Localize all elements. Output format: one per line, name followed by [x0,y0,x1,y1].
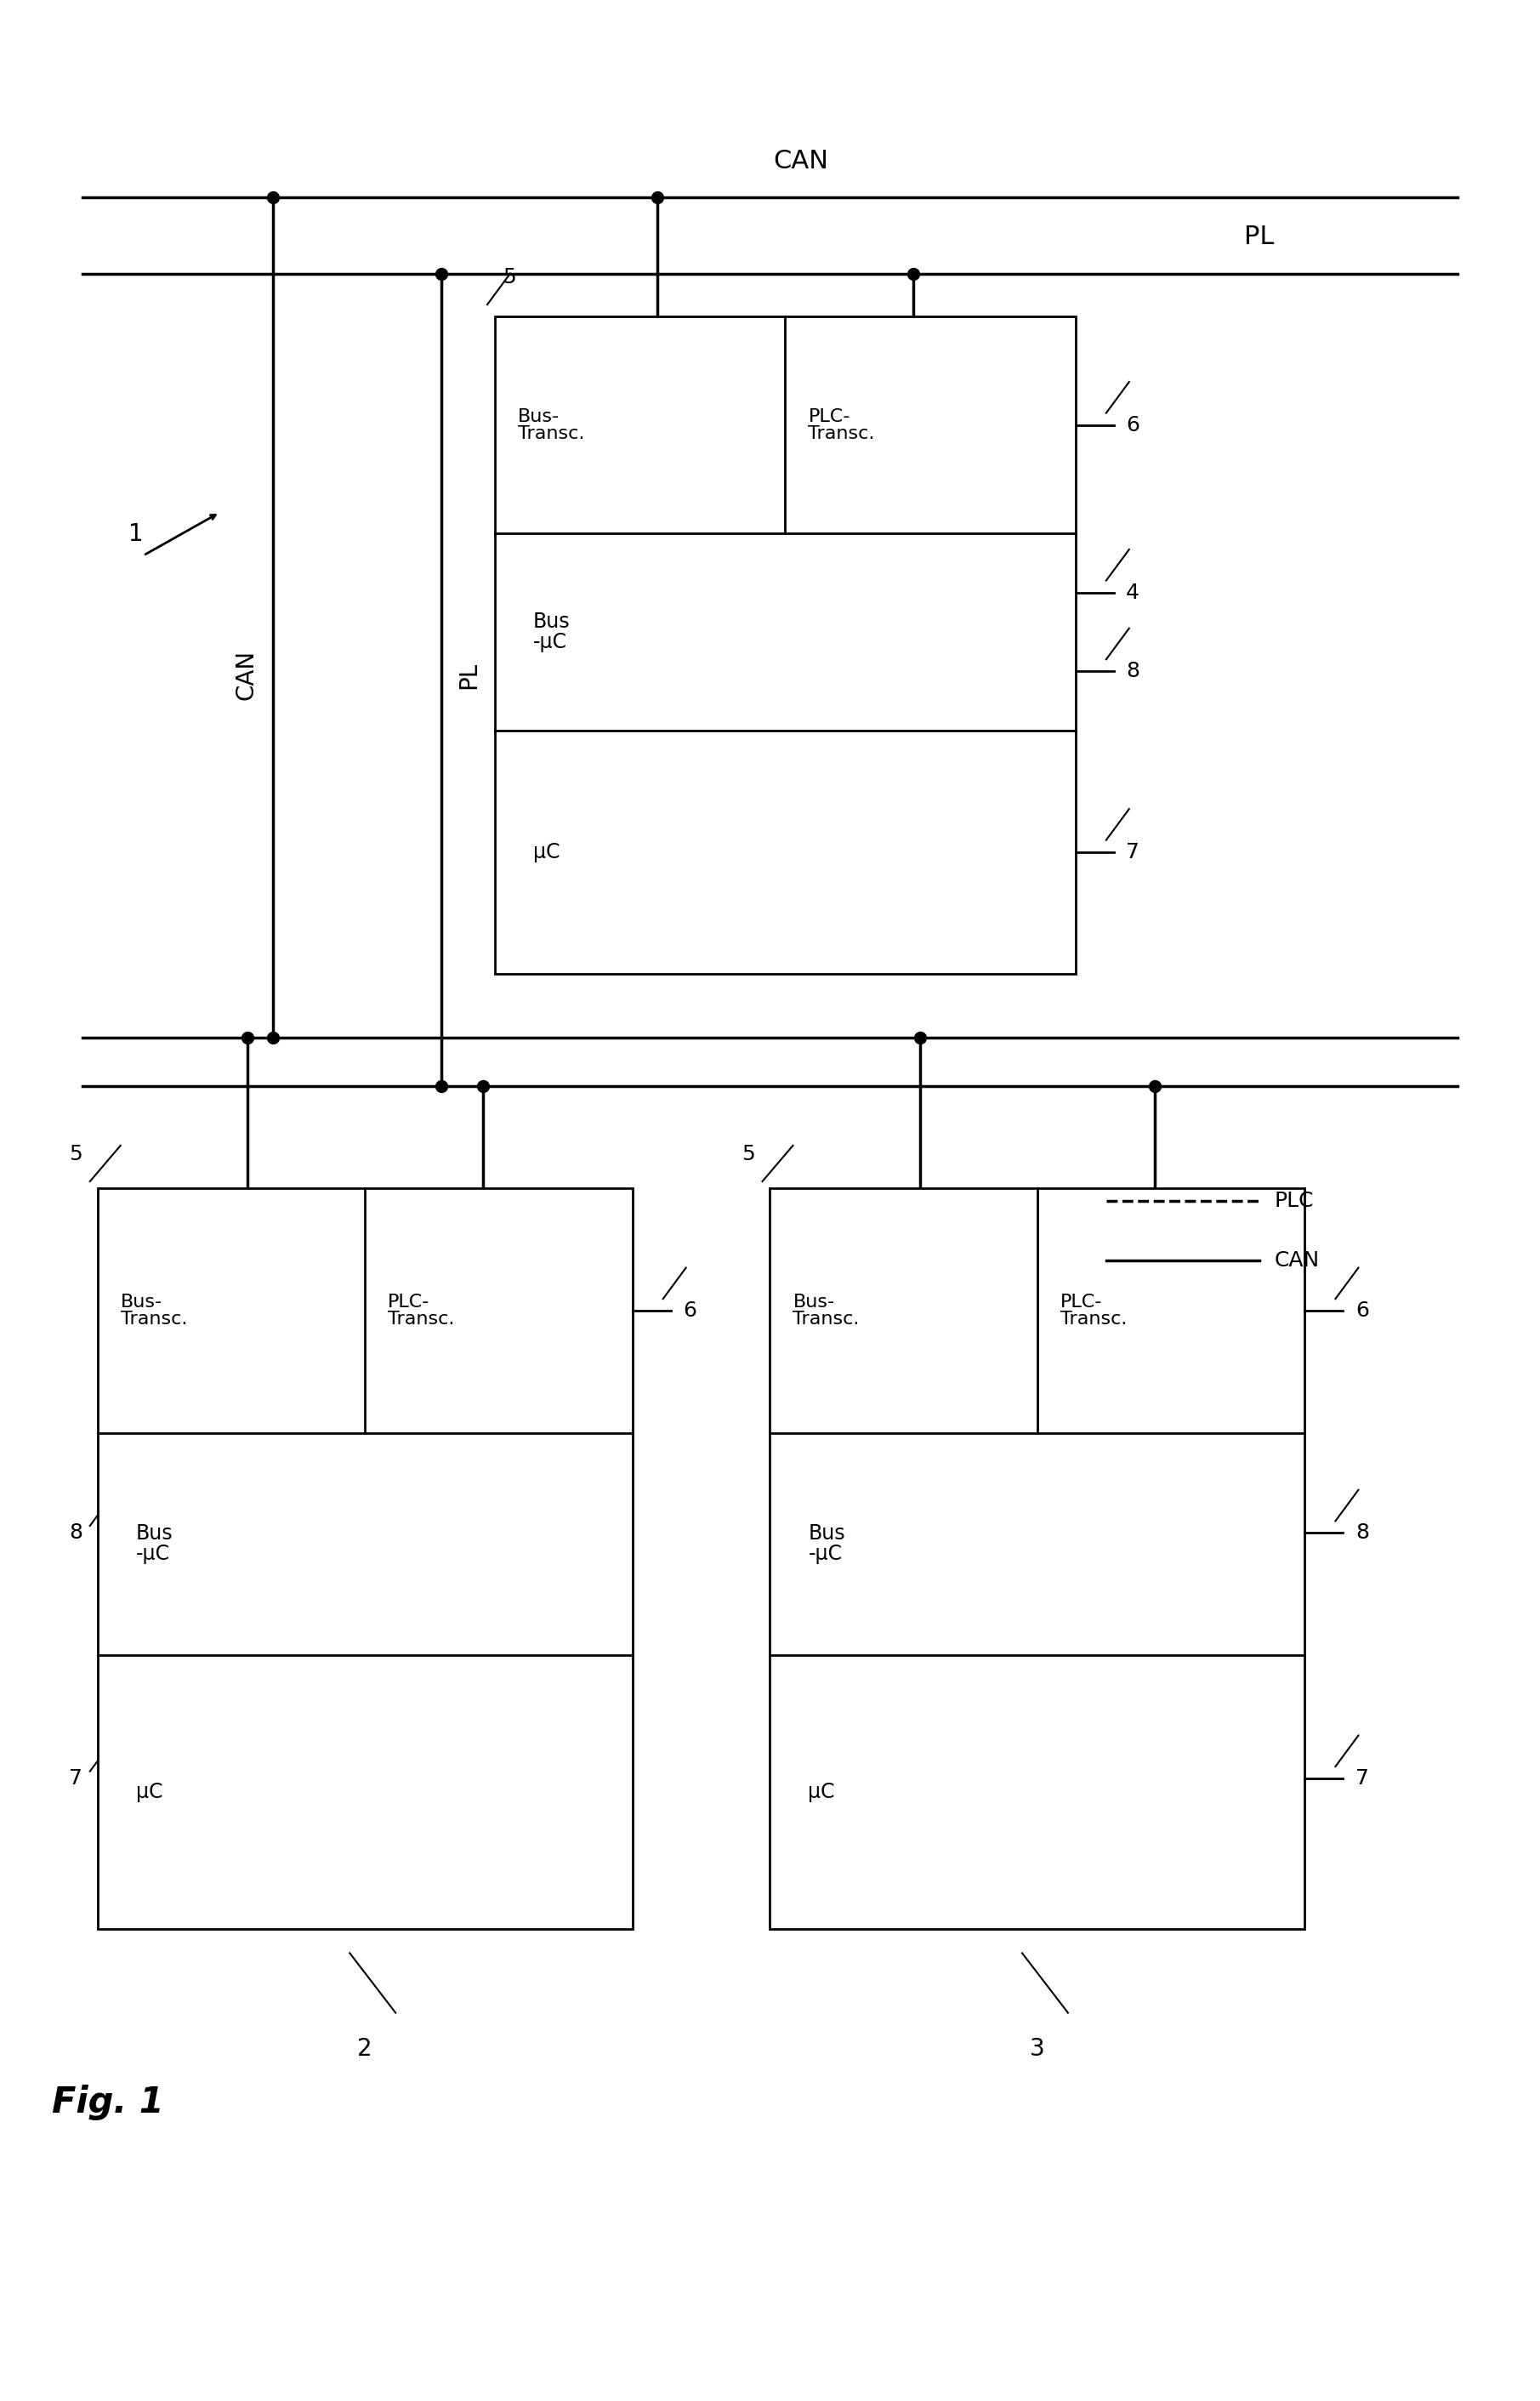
Text: 2: 2 [357,2036,373,2060]
Text: 3: 3 [1030,2036,1046,2060]
Text: Bus-
Transc.: Bus- Transc. [120,1294,188,1328]
Text: PLC-
Transc.: PLC- Transc. [388,1294,454,1328]
Text: µC: µC [809,1782,835,1803]
Point [430,255,454,293]
Text: 5: 5 [502,267,516,288]
Text: PL: PL [1244,226,1274,250]
Bar [770,1188,1304,1928]
Text: 8: 8 [69,1522,82,1544]
Text: CAN: CAN [773,149,829,173]
Point [1143,1066,1167,1104]
Text: 5: 5 [69,1145,82,1164]
Point [430,1066,454,1104]
Point [645,178,670,216]
Text: 1: 1 [128,521,143,545]
Text: PLC: PLC [1274,1191,1314,1210]
Point [901,255,926,293]
Text: Bus
-µC: Bus -µC [809,1525,845,1565]
Point [260,178,285,216]
Text: 6: 6 [1126,415,1140,435]
Bar [494,317,1075,972]
Text: 6: 6 [682,1301,696,1321]
Text: 5: 5 [741,1145,755,1164]
Text: 7: 7 [1355,1767,1369,1789]
Text: CAN: CAN [234,651,259,701]
Text: µC: µC [136,1782,163,1803]
Text: 8: 8 [1355,1522,1369,1544]
Text: Bus-
Transc.: Bus- Transc. [517,408,585,442]
Point [236,1018,260,1056]
Text: PL: PL [457,660,480,689]
Text: Bus-
Transc.: Bus- Transc. [793,1294,859,1328]
Text: 7: 7 [1126,843,1140,862]
Text: Fig. 1: Fig. 1 [52,2084,163,2120]
Text: 4: 4 [1126,583,1140,603]
Point [907,1018,932,1056]
Text: CAN: CAN [1274,1251,1320,1270]
Text: 8: 8 [1126,660,1140,682]
Text: PLC-
Transc.: PLC- Transc. [809,408,875,442]
Text: Bus
-µC: Bus -µC [533,612,570,653]
Text: µC: µC [533,843,561,862]
Text: Bus
-µC: Bus -µC [136,1525,172,1565]
Text: PLC-
Transc.: PLC- Transc. [1061,1294,1127,1328]
Point [260,1018,285,1056]
Bar [97,1188,633,1928]
Text: 6: 6 [1355,1301,1369,1321]
Text: 7: 7 [69,1767,82,1789]
Point [470,1066,494,1104]
